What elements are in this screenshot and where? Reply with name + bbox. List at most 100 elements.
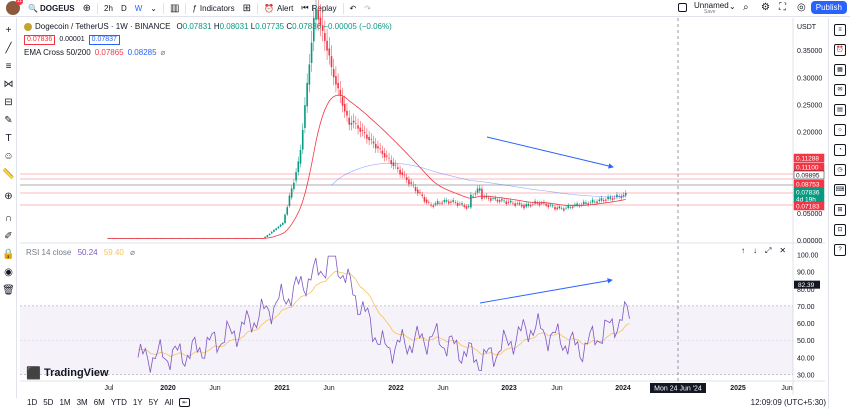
tf-1d[interactable]: 1D xyxy=(27,398,38,407)
tf-3m[interactable]: 3M xyxy=(76,398,88,407)
tf-all[interactable]: All xyxy=(164,398,174,407)
maximize-icon[interactable]: ⤢ xyxy=(765,246,772,255)
interval-w[interactable]: W xyxy=(134,3,143,13)
candle-body xyxy=(180,238,182,239)
lock-icon[interactable]: 🔒 xyxy=(2,249,15,260)
trend-line-icon[interactable]: ╱ xyxy=(5,43,12,54)
pine-editor-icon[interactable]: ⌨ xyxy=(834,184,846,196)
candle-body xyxy=(116,238,118,239)
lock-pencil-icon[interactable]: ✐ xyxy=(4,231,13,242)
chat-icon[interactable]: ✉ xyxy=(834,84,846,96)
undo-button[interactable]: ↶ xyxy=(346,0,361,17)
streams-icon[interactable]: ◔ xyxy=(834,144,846,156)
fullscreen-button[interactable]: ⛶ xyxy=(779,2,786,13)
candle-body xyxy=(239,238,242,239)
plus-circle-icon: ⊕ xyxy=(82,2,92,14)
ideas-icon[interactable]: ☼ xyxy=(834,124,846,136)
compare-button[interactable]: ⊕ xyxy=(79,0,95,17)
rsi-tick-label: 60.00 xyxy=(797,321,815,328)
tf-5d[interactable]: 5D xyxy=(43,398,54,407)
candle-body xyxy=(359,127,362,132)
interval-dropdown[interactable]: ⌄ xyxy=(146,0,161,17)
crosshair-icon[interactable]: + xyxy=(5,25,12,36)
time-tick-label: Jun xyxy=(551,385,562,392)
date-range-icon[interactable]: ⇤ xyxy=(179,398,191,407)
candle-body xyxy=(490,198,492,201)
pane-controls: ↑ ↓ ⤢ ✕ xyxy=(741,246,786,256)
clock[interactable]: 12:09:09 (UTC+5:30) xyxy=(750,398,826,407)
alarm-icon[interactable]: ⏰ xyxy=(834,44,846,56)
replay-button[interactable]: ⏮ Replay xyxy=(297,0,340,17)
trash-icon[interactable]: 🗑 xyxy=(2,285,15,296)
rsi-tick-label: 50.00 xyxy=(797,338,815,345)
notifications-icon[interactable]: ◷ xyxy=(834,164,846,176)
candle-body xyxy=(255,238,258,239)
candle-body xyxy=(363,132,366,134)
settings-button[interactable]: ⚙ xyxy=(761,2,770,13)
rsi-tick-label: 30.00 xyxy=(797,373,815,380)
candle-body xyxy=(474,193,477,195)
price-label-box xyxy=(793,194,825,204)
brush-icon[interactable]: ✎ xyxy=(4,115,13,126)
publish-button[interactable]: Publish xyxy=(810,1,847,14)
candle-body xyxy=(350,122,353,125)
candle-body xyxy=(394,164,397,166)
magnet-icon[interactable]: ∩ xyxy=(4,213,13,224)
tf-6m[interactable]: 6M xyxy=(93,398,105,407)
interval-d[interactable]: D xyxy=(120,3,127,13)
templates-button[interactable]: ⊞ xyxy=(239,0,255,17)
candle-body xyxy=(343,103,346,112)
avatar[interactable]: 11 xyxy=(6,0,23,15)
text-icon[interactable]: T xyxy=(5,133,12,144)
user-menu[interactable]: 11 xyxy=(0,0,24,17)
candle-body xyxy=(142,238,145,239)
ruler-icon[interactable]: 📏 xyxy=(2,169,15,180)
time-cursor-box xyxy=(650,383,706,393)
candle-body xyxy=(155,238,158,239)
price-label-text: 0.11100 xyxy=(796,165,819,172)
price-label-box xyxy=(793,162,825,172)
move-down-icon[interactable]: ↓ xyxy=(753,246,757,255)
rsi-legend[interactable]: RSI 14 close 50.24 59.40 ⌀ xyxy=(26,248,135,257)
hide-icon[interactable]: ⌀ xyxy=(160,48,166,57)
data-window-icon[interactable]: ▦ xyxy=(834,64,846,76)
bid-box[interactable]: 0.07836 xyxy=(24,34,56,45)
interval-2h[interactable]: 2h xyxy=(104,3,113,13)
projection-icon[interactable]: ⊟ xyxy=(4,97,13,108)
candle-body xyxy=(341,96,344,106)
snapshot-button[interactable]: ◎ xyxy=(797,2,806,13)
chart-type-button[interactable]: ▥ xyxy=(166,0,183,17)
alert-button[interactable]: ⏰ Alert xyxy=(260,0,297,17)
object-tree-icon[interactable]: ⊞ xyxy=(834,204,846,216)
legend-title[interactable]: Dogecoin / TetherUS · 1W · BINANCE xyxy=(35,22,171,31)
quick-search-button[interactable]: ⌕ xyxy=(743,2,749,13)
help-icon[interactable]: ? xyxy=(834,244,846,256)
symbol-search[interactable]: 🔍 DOGEUS xyxy=(24,0,79,17)
fib-icon[interactable]: ≡ xyxy=(5,61,12,72)
timeframe-bar: 1D 5D 1M 3M 6M YTD 1Y 5Y All ⇤ xyxy=(27,398,191,407)
calendar-icon[interactable]: ▤ xyxy=(834,104,846,116)
tf-1y[interactable]: 1Y xyxy=(132,398,143,407)
ask-box[interactable]: 0.07837 xyxy=(88,34,120,45)
watchlist-icon[interactable]: ≡ xyxy=(834,24,846,36)
tf-ytd[interactable]: YTD xyxy=(110,398,127,407)
indicators-button[interactable]: ƒ Indicators xyxy=(188,0,238,17)
pattern-icon[interactable]: ⋈ xyxy=(3,79,14,90)
hide-icon[interactable]: ⌀ xyxy=(130,248,135,257)
widget-bar: ≡ ⏰ ▦ ✉ ▤ ☼ ◔ ◷ ⌨ ⊞ ⊡ ? xyxy=(828,18,850,409)
redo-button[interactable]: ↷ xyxy=(360,0,375,17)
layout-name-button[interactable]: Unnamed Save ⌄ xyxy=(676,0,736,17)
emoji-icon[interactable]: ☺ xyxy=(3,151,14,162)
move-up-icon[interactable]: ↑ xyxy=(741,246,745,255)
close-icon[interactable]: ✕ xyxy=(779,246,787,255)
hotlists-icon[interactable]: ⊡ xyxy=(834,224,846,236)
visibility-icon[interactable]: ◉ xyxy=(4,267,13,278)
time-tick-label: Jun xyxy=(437,385,448,392)
tf-1m[interactable]: 1M xyxy=(59,398,71,407)
zoom-icon[interactable]: ⊕ xyxy=(4,191,13,202)
candle-body xyxy=(129,238,131,239)
legend-ema-row[interactable]: EMA Cross 50/200 0.07865 0.08285 ⌀ xyxy=(24,47,392,58)
candle-body xyxy=(237,238,240,239)
tf-5y[interactable]: 5Y xyxy=(148,398,159,407)
